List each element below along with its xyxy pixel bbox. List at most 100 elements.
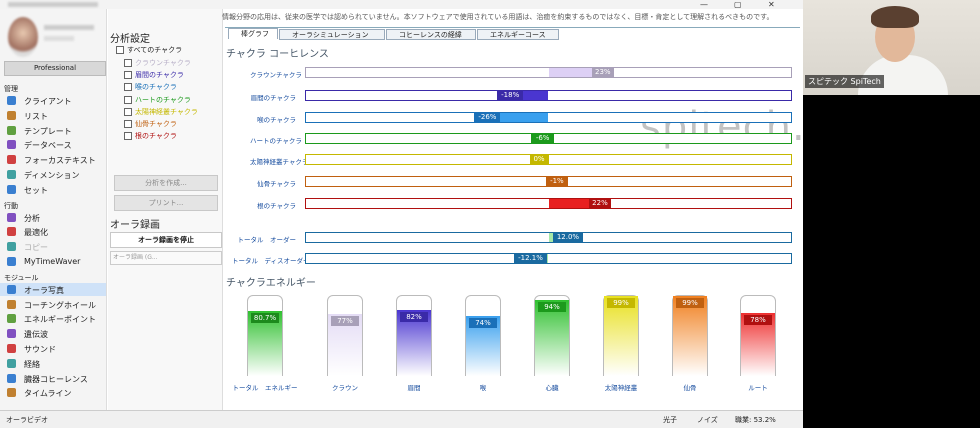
item-icon [7,155,16,165]
value-label: 99% [676,297,704,308]
check-label[interactable]: 眉間のチャクラ [135,71,184,80]
checkbox [124,95,132,104]
bar-track [305,112,792,123]
item-icon [7,140,16,150]
check-label[interactable]: すべてのチャクラ [127,46,183,54]
sidebar: Professional [0,9,107,410]
panel-title: オーラ録画 [110,220,160,231]
nav-item[interactable]: ディメンション [24,171,80,180]
button[interactable]: 分析を作成... [114,175,218,191]
checkbox [116,46,124,54]
check-label[interactable]: 根のチャクラ [135,132,177,141]
notice: 情報分野の応用は、従来の医学では認められていません。本ソフトウェアで使用されてい… [222,13,774,21]
video-caption: スピテック SpiTech [805,75,884,88]
item-icon [7,257,16,266]
value-label: 74% [469,318,497,329]
checkbox [124,120,132,128]
status-text: オーラビデオ [6,416,48,424]
tab[interactable]: 棒グラフ [228,28,278,39]
section-title: 管理 [4,85,18,93]
value-label: 94% [538,301,566,312]
window-control[interactable]: — [700,0,708,9]
row-label: トータル オーダー [237,236,297,244]
tube-label: 太陽神経叢 [604,384,638,392]
item-icon [7,388,16,398]
check-label[interactable]: 喉のチャクラ [135,83,177,92]
nav-item[interactable]: 経絡 [24,359,40,369]
nav-item[interactable]: コピー [24,243,48,253]
row-label: 眉間のチャクラ [250,94,296,102]
tab[interactable]: オーラシミュレーション [279,29,385,40]
bar-track [305,253,792,264]
nav-item[interactable]: 分析 [24,213,40,223]
nav-item[interactable]: フォーカステキスト [24,156,96,166]
nav-item[interactable]: タイムライン [24,389,72,399]
row-label: ハートのチャクラ [250,137,302,145]
tab[interactable]: エネルギーコース [477,29,559,40]
plan-button[interactable]: Professional [4,61,106,76]
button[interactable]: オーラ録画を停止 [110,232,222,248]
checkbox [124,71,132,80]
tube-label: 喉 [479,384,487,392]
nav-item[interactable]: MyTimeWaver [24,257,81,266]
item-icon [7,96,16,105]
row-label: 太陽神経叢チャクラ [250,158,309,166]
tube-label: クラウン [332,384,358,392]
nav-item[interactable]: 遺伝波 [24,330,48,340]
checkbox [124,107,132,116]
blurred-name [44,25,94,30]
check-label[interactable]: クラウンチャクラ [135,59,191,67]
item-icon [7,184,16,194]
nav-item[interactable]: リスト [24,111,48,121]
tube-label: ルート [748,384,768,392]
nav-item[interactable]: クライアント [24,97,72,106]
nav-item[interactable]: コーチングホイール [24,300,96,310]
nav-item[interactable]: データベース [24,141,72,151]
nav-item[interactable]: オーラ写真 [24,285,64,295]
bar [548,199,612,208]
button[interactable]: プリント... [114,195,218,211]
tube-label: 眉間 [407,384,421,392]
avatar [8,17,38,57]
section-heading: チャクラエネルギー [226,278,316,289]
nav-item[interactable]: テンプレート [24,126,72,136]
value-label: -18% [497,91,524,100]
nav-item[interactable]: エネルギーポイント [24,315,96,325]
nav-item[interactable]: セット [24,185,48,195]
bar [548,68,615,77]
item-icon [7,227,16,237]
item-icon [7,284,16,294]
check-label[interactable]: 仙骨チャクラ [135,120,177,128]
nav-item[interactable]: 臓器コヒーレンス [24,374,88,384]
nav-item[interactable]: 最適化 [24,228,48,238]
value-label: -6% [531,134,554,143]
value-label: 77% [331,315,359,326]
checkbox [124,59,132,67]
status-text: 職業: 53.2% [735,416,776,424]
title-bar [0,0,803,9]
blurred-name [44,36,74,41]
item-icon [7,125,16,135]
item-icon [7,329,16,339]
check-label[interactable]: 太陽神経叢チャクラ [135,107,198,116]
window-control[interactable]: ✕ [768,0,775,9]
tube-label: 仙骨 [683,384,697,392]
row-label: 根のチャクラ [257,202,296,210]
status-text: ノイズ [697,416,718,424]
tab[interactable]: コヒーレンスの経緯 [386,29,476,40]
window-control[interactable]: ▢ [734,0,742,9]
person-hair [871,6,919,28]
check-label[interactable]: ハートのチャクラ [135,95,191,104]
status-text: 光子 [663,416,677,424]
section-title: モジュール [4,273,39,282]
tab-line [225,27,800,28]
item-icon [7,110,16,120]
value-label: 22% [588,199,612,208]
value-label: 80.7% [251,312,279,323]
checkbox [124,83,132,92]
input[interactable]: オーラ録画 (G... [110,251,222,265]
row-label: トータル ディスオーダー [232,257,310,265]
nav-item[interactable]: サウンド [24,345,56,354]
tube-fill [535,299,569,376]
value-label: -12.1% [514,254,547,263]
